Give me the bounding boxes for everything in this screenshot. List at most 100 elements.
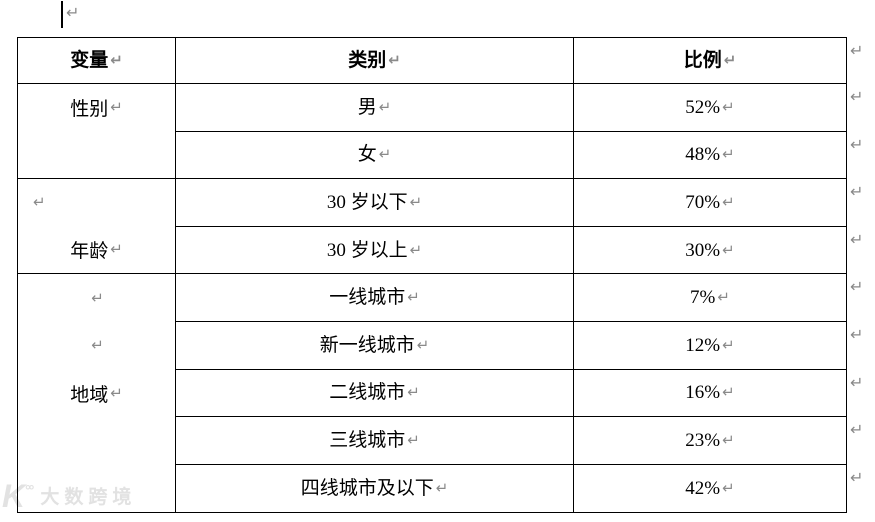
row-end-slot: ↵ — [850, 37, 863, 83]
cell-end-mark-icon: ↵ — [110, 383, 123, 402]
variable-cell-region[interactable]: ↵ ↵ 地域 ↵ — [18, 274, 176, 513]
row-end-marks-gutter: ↵ ↵ ↵ ↵ ↵ ↵ ↵ ↵ ↵ ↵ — [850, 37, 863, 511]
percent-value: 70% — [685, 191, 721, 213]
paragraph-mark-icon: ↵ — [33, 193, 46, 212]
empty-paragraph: ↵ — [18, 274, 175, 322]
cell-end-mark-icon: ↵ — [722, 145, 735, 164]
percent-value: 23% — [685, 429, 721, 451]
watermark: K °° 大数跨境 — [2, 480, 136, 512]
category-cell[interactable]: 一线城市 ↵ — [176, 274, 574, 322]
category-cell[interactable]: 女 ↵ — [176, 131, 574, 180]
cell-end-mark-icon: ↵ — [416, 335, 430, 354]
watermark-logo-sup-icon: °° — [25, 482, 34, 498]
percent-cell[interactable]: 70% ↵ — [574, 179, 846, 227]
row-end-slot: ↵ — [850, 226, 863, 274]
row-end-mark-icon: ↵ — [850, 277, 864, 297]
percent-cell[interactable]: 16% ↵ — [574, 370, 846, 418]
paragraph-mark-icon: ↵ — [66, 3, 80, 22]
category-label: 30 岁以下 — [326, 191, 408, 213]
row-end-mark-icon: ↵ — [850, 372, 864, 392]
category-cell[interactable]: 30 岁以上 ↵ — [176, 226, 574, 275]
variable-label: 地域 — [70, 384, 109, 406]
empty-paragraph: ↵ — [18, 322, 175, 370]
cell-end-mark-icon: ↵ — [407, 383, 420, 402]
cell-end-mark-icon: ↵ — [409, 192, 423, 211]
header-cell-variable[interactable]: 变量 ↵ — [18, 38, 176, 84]
percent-cell[interactable]: 30% ↵ — [574, 227, 846, 275]
cell-end-mark-icon: ↵ — [409, 240, 423, 259]
demographics-table: 变量 ↵ 类别 ↵ 比例 ↵ 性别 ↵ ↵ 年龄 ↵ ↵ ↵ 地域 ↵ 男 ↵ 女 ↵ 30 岁… — [17, 37, 847, 514]
cell-end-mark-icon: ↵ — [717, 288, 730, 307]
empty-paragraph: ↵ — [18, 179, 175, 226]
variable-label: 年龄 — [70, 241, 109, 263]
paragraph: 年龄 ↵ — [18, 226, 175, 273]
paragraph: 地域 ↵ — [18, 370, 175, 418]
cell-end-mark-icon: ↵ — [378, 145, 392, 164]
cell-end-mark-icon: ↵ — [110, 51, 123, 69]
category-label: 三线城市 — [329, 429, 406, 451]
cell-end-mark-icon: ↵ — [722, 192, 735, 211]
row-end-mark-icon: ↵ — [850, 467, 864, 487]
header-label: 变量 — [70, 50, 109, 71]
percent-value: 30% — [685, 239, 721, 261]
row-end-mark-icon: ↵ — [850, 87, 864, 106]
category-label: 30 岁以上 — [326, 239, 408, 261]
percent-cell[interactable]: 23% ↵ — [574, 417, 846, 465]
cell-end-mark-icon: ↵ — [722, 335, 735, 354]
cell-end-mark-icon: ↵ — [722, 479, 735, 498]
category-label: 新一线城市 — [319, 334, 415, 356]
header-cell-proportion[interactable]: 比例 ↵ — [574, 38, 846, 84]
row-end-mark-icon: ↵ — [850, 182, 864, 202]
percent-cell[interactable]: 48% ↵ — [574, 132, 846, 180]
cell-end-mark-icon: ↵ — [723, 51, 737, 69]
cell-end-mark-icon: ↵ — [722, 97, 735, 116]
header-label: 比例 — [683, 50, 722, 71]
percent-value: 48% — [685, 144, 721, 166]
category-cell[interactable]: 30 岁以下 ↵ — [176, 179, 574, 227]
percent-value: 12% — [685, 334, 721, 356]
paragraph: 性别 ↵ — [18, 84, 175, 132]
variable-cell-gender[interactable]: 性别 ↵ — [18, 84, 176, 180]
row-end-slot: ↵ — [850, 369, 863, 417]
category-cell[interactable]: 四线城市及以下 ↵ — [176, 464, 574, 513]
variable-label: 性别 — [70, 99, 109, 121]
cell-end-mark-icon: ↵ — [378, 97, 392, 116]
percent-cell[interactable]: 7% ↵ — [574, 274, 846, 322]
percent-cell[interactable]: 42% ↵ — [574, 465, 846, 513]
category-label: 女 — [357, 144, 377, 166]
category-label: 男 — [357, 96, 377, 118]
text-cursor — [61, 1, 63, 28]
row-end-slot: ↵ — [850, 416, 863, 464]
percent-value: 42% — [685, 478, 721, 500]
header-label: 类别 — [348, 50, 387, 71]
variable-cell-age[interactable]: ↵ 年龄 ↵ — [18, 179, 176, 275]
cell-end-mark-icon: ↵ — [110, 240, 123, 259]
header-cell-category[interactable]: 类别 ↵ — [176, 38, 574, 84]
category-label: 一线城市 — [329, 287, 406, 309]
row-end-mark-icon: ↵ — [850, 420, 864, 440]
category-cell[interactable]: 二线城市 ↵ — [176, 369, 574, 418]
category-label: 四线城市及以下 — [300, 478, 434, 500]
row-end-slot: ↵ — [850, 273, 863, 321]
category-cell[interactable]: 新一线城市 ↵ — [176, 321, 574, 370]
row-end-slot: ↵ — [850, 464, 863, 512]
percent-value: 7% — [690, 287, 716, 309]
cell-end-mark-icon: ↵ — [722, 430, 735, 449]
percent-cell[interactable]: 12% ↵ — [574, 322, 846, 370]
cell-end-mark-icon: ↵ — [407, 288, 420, 307]
category-cell[interactable]: 三线城市 ↵ — [176, 417, 574, 465]
paragraph-mark-icon: ↵ — [91, 336, 104, 355]
category-label: 二线城市 — [329, 382, 406, 404]
percent-cell[interactable]: 52% ↵ — [574, 84, 846, 132]
row-end-mark-icon: ↵ — [850, 41, 864, 60]
cell-end-mark-icon: ↵ — [435, 479, 449, 498]
cell-end-mark-icon: ↵ — [722, 383, 735, 402]
row-end-slot: ↵ — [850, 131, 863, 179]
row-end-mark-icon: ↵ — [850, 229, 864, 249]
category-cell[interactable]: 男 ↵ — [176, 84, 574, 132]
row-end-slot: ↵ — [850, 83, 863, 131]
paragraph-mark-icon: ↵ — [91, 288, 104, 307]
row-end-slot: ↵ — [850, 178, 863, 226]
percent-value: 52% — [685, 96, 721, 118]
